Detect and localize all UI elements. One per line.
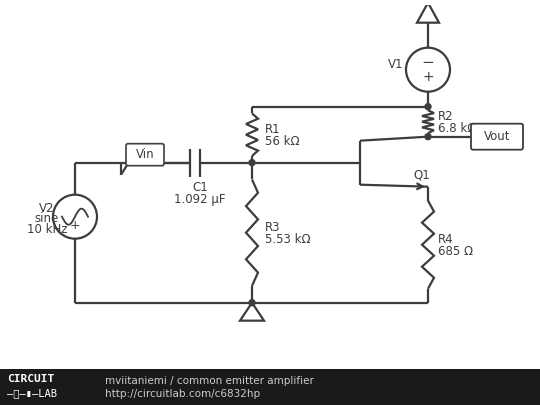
Text: Q1: Q1: [413, 168, 430, 181]
Text: 1.092 μF: 1.092 μF: [174, 193, 226, 206]
Text: +: +: [70, 219, 80, 232]
Text: C1: C1: [192, 181, 208, 194]
Text: —⧵—▮—LAB: —⧵—▮—LAB: [7, 388, 57, 398]
Text: R1: R1: [265, 123, 281, 136]
Text: http://circuitlab.com/c6832hp: http://circuitlab.com/c6832hp: [105, 389, 260, 399]
FancyBboxPatch shape: [126, 144, 164, 166]
Circle shape: [249, 160, 255, 166]
Text: CIRCUIT: CIRCUIT: [7, 374, 54, 384]
Text: mviitaniemi / common emitter amplifier: mviitaniemi / common emitter amplifier: [105, 376, 314, 386]
Circle shape: [425, 134, 431, 140]
Text: 5.53 kΩ: 5.53 kΩ: [265, 233, 310, 246]
Text: R2: R2: [438, 110, 454, 123]
Text: 56 kΩ: 56 kΩ: [265, 135, 300, 148]
Text: 6.8 kΩ: 6.8 kΩ: [438, 122, 476, 135]
Text: R3: R3: [265, 221, 280, 234]
Text: +: +: [422, 70, 434, 84]
Text: R4: R4: [438, 233, 454, 246]
Circle shape: [425, 104, 431, 110]
Circle shape: [249, 300, 255, 306]
FancyBboxPatch shape: [471, 124, 523, 150]
Text: Vin: Vin: [136, 148, 154, 161]
Text: Vout: Vout: [484, 130, 510, 143]
Text: V1: V1: [388, 58, 404, 71]
Text: V2: V2: [39, 202, 55, 215]
Text: sine: sine: [35, 212, 59, 225]
Text: 10 kHz: 10 kHz: [27, 223, 68, 236]
Text: 685 Ω: 685 Ω: [438, 245, 473, 258]
Text: −: −: [422, 55, 434, 70]
